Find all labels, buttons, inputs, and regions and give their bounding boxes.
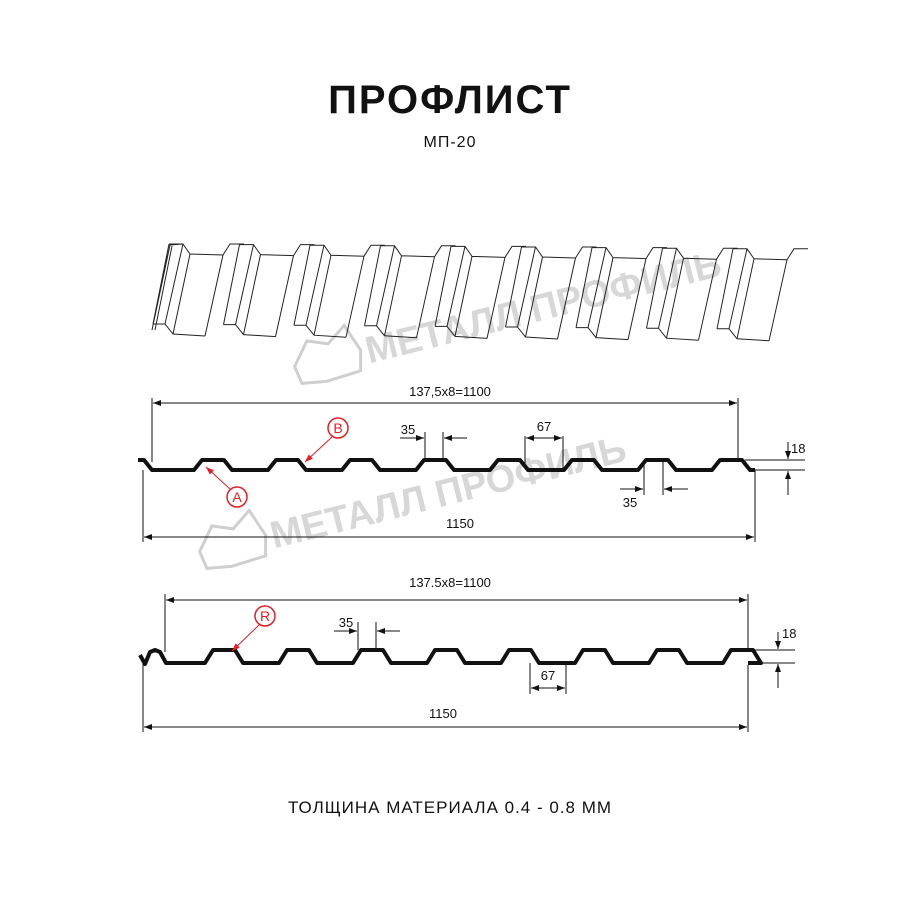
pitch-label: 137.5x8=1100 xyxy=(409,575,491,590)
pitch-label: 137,5x8=1100 xyxy=(409,384,491,399)
rib-top-label: 35 xyxy=(401,422,415,437)
width-label: 1150 xyxy=(429,706,457,721)
valley-label: 67 xyxy=(541,668,555,683)
watermark-logo-icon xyxy=(293,322,363,385)
sheet-3d-outline xyxy=(151,243,808,342)
callout-a-label: A xyxy=(232,489,242,505)
width-label: 1150 xyxy=(446,516,474,531)
valley-label: 67 xyxy=(537,419,551,434)
height-label: 18 xyxy=(791,441,805,456)
callout-a: A xyxy=(205,466,248,508)
rib-bottom-label: 35 xyxy=(623,495,637,510)
profile-top-shape xyxy=(138,458,755,472)
callout-b-label: B xyxy=(333,420,342,436)
watermark-text: МЕТАЛЛ ПРОФИЛЬ xyxy=(361,243,725,372)
profile-bottom-section: 137.5x8=1100 1150 35 67 18 xyxy=(138,575,796,732)
callout-b: B xyxy=(304,417,349,463)
profile-top-section: 137,5x8=1100 1150 35 67 35 xyxy=(138,384,805,542)
model-subtitle: МП-20 xyxy=(423,134,477,151)
watermark-1: МЕТАЛЛ ПРОФИЛЬ xyxy=(293,243,725,385)
profile-bottom-shape xyxy=(138,648,763,666)
material-thickness-note: ТОЛЩИНА МАТЕРИАЛА 0.4 - 0.8 ММ xyxy=(287,798,613,817)
watermark-2: МЕТАЛЛ ПРОФИЛЬ xyxy=(198,428,630,570)
sheet-3d-view xyxy=(151,243,808,342)
callout-r: R xyxy=(231,605,276,652)
height-label: 18 xyxy=(782,626,796,641)
watermark-logo-icon xyxy=(198,507,268,570)
rib-top-label: 35 xyxy=(339,615,353,630)
callout-r-label: R xyxy=(260,608,270,624)
page-title: ПРОФЛИСТ xyxy=(328,78,572,122)
